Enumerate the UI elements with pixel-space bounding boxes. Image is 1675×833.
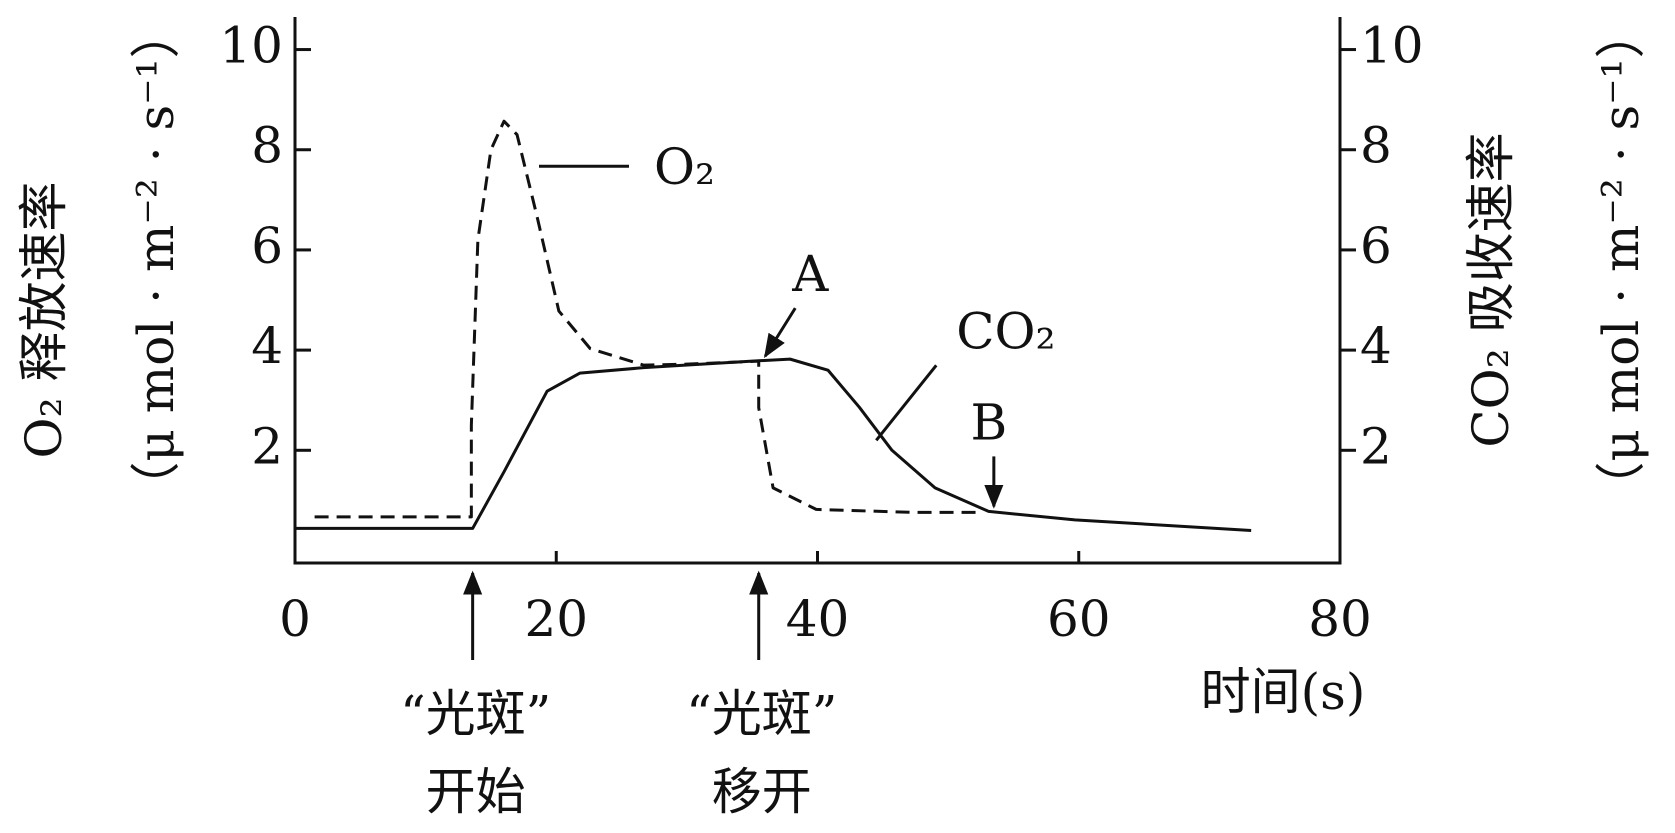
leader-line xyxy=(875,364,938,442)
y-axis-label: O₂ 释放速率 xyxy=(15,182,73,459)
x-tick-label: 40 xyxy=(786,590,850,648)
y-tick-label: 4 xyxy=(251,317,283,375)
y-tick-label: 10 xyxy=(219,17,283,75)
y2-tick-label: 2 xyxy=(1360,417,1392,475)
x-axis-label: 时间(s) xyxy=(1201,663,1366,721)
y2-tick-label: 10 xyxy=(1360,17,1424,75)
y2-axis-unit: （μ mol · m⁻² · s⁻¹） xyxy=(1592,8,1650,511)
series-line xyxy=(314,119,984,519)
y-axis-unit: （μ mol · m⁻² · s⁻¹） xyxy=(127,8,185,511)
x-tick-label: 60 xyxy=(1047,590,1111,648)
y-tick-label: 2 xyxy=(251,417,283,475)
y2-axis-label: CO₂ 吸收速率 xyxy=(1462,132,1520,447)
series-label: CO₂ xyxy=(956,302,1055,360)
y2-tick-label: 6 xyxy=(1360,217,1392,275)
x-tick-label: 80 xyxy=(1308,590,1372,648)
annotation-label: A xyxy=(791,245,829,303)
annotation-label: B xyxy=(970,393,1007,451)
event-label: “光斑” xyxy=(686,685,837,743)
event-label: 开始 xyxy=(426,763,526,821)
annotation-arrow xyxy=(763,307,797,359)
series-label: O₂ xyxy=(654,138,715,196)
y-tick-label: 6 xyxy=(251,217,283,275)
x-tick-label: 0 xyxy=(279,590,311,648)
y2-tick-label: 4 xyxy=(1360,317,1392,375)
event-label: “光斑” xyxy=(400,685,551,743)
event-label: 移开 xyxy=(712,763,812,821)
y2-tick-label: 8 xyxy=(1360,117,1392,175)
series-line xyxy=(295,357,1252,532)
y-tick-label: 8 xyxy=(251,117,283,175)
x-tick-label: 20 xyxy=(524,590,588,648)
